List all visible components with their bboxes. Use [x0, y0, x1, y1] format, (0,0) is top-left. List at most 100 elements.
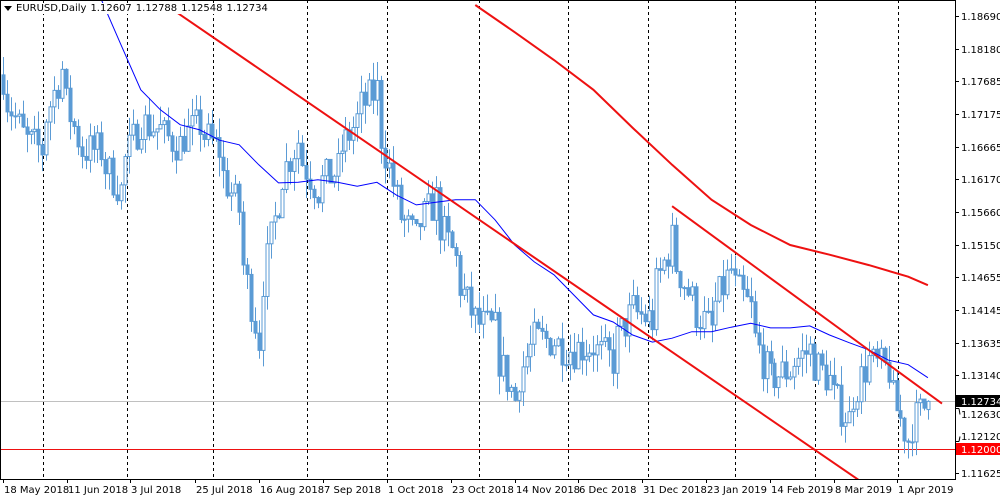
candle-bear [772, 362, 777, 389]
candle-bear [607, 337, 612, 351]
candle-bear [414, 218, 419, 225]
candle-bull [442, 215, 447, 241]
candle-bear [887, 361, 892, 383]
candle-bear [36, 128, 41, 146]
candle-bull [434, 187, 439, 221]
candle-bull [568, 351, 573, 366]
candle-bear [505, 354, 510, 392]
candle-bull [631, 295, 636, 306]
candle-bear [135, 123, 140, 150]
candle-bear [418, 223, 423, 228]
y-tick-label: 1.13635 [961, 339, 1000, 350]
moving-average-slow [474, 4, 929, 287]
candle-bear [694, 286, 699, 328]
candle-bull [269, 221, 274, 245]
candle-bear [312, 188, 317, 199]
candle-bear [863, 366, 868, 383]
candle-bear [832, 374, 837, 386]
candle-bear [721, 276, 726, 296]
candle-bull [340, 150, 345, 155]
y-tick-label: 1.16665 [961, 143, 1000, 154]
candle-bull [584, 355, 589, 361]
candle-bull [702, 310, 707, 330]
candle-bull [355, 113, 360, 128]
current-price-label: 1.12734 [961, 397, 1000, 408]
candle-bear [21, 113, 26, 128]
candle-bull [52, 89, 57, 108]
y-tick-label: 1.18180 [961, 45, 1000, 56]
candle-bear [13, 115, 18, 118]
candle-bull [336, 153, 341, 177]
candle-bear [820, 353, 825, 366]
candle-bear [182, 135, 187, 152]
candle-bull [599, 340, 604, 346]
candle-bear [497, 311, 502, 377]
candle-bear [804, 350, 809, 355]
candle-bear [643, 313, 648, 323]
y-tick-label: 1.17685 [961, 77, 1000, 88]
candle-bear [745, 288, 750, 298]
candle-bear [824, 364, 829, 391]
candle-bull [879, 347, 884, 359]
candle-bull [127, 134, 132, 157]
candle-bull [615, 325, 620, 374]
dropdown-triangle-icon[interactable] [4, 6, 12, 11]
candle-bull [690, 286, 695, 296]
candle-bear [650, 310, 655, 331]
candle-bull [713, 300, 718, 326]
candle-bear [591, 352, 596, 356]
x-tick-label: 23 Jan 2019 [707, 485, 767, 496]
candle-bear [658, 268, 663, 271]
candle-bear [25, 126, 30, 135]
candle-bull [765, 351, 770, 380]
candle-bear [84, 155, 89, 161]
candle-bear [304, 165, 309, 180]
y-tick-label: 1.17175 [961, 110, 1000, 121]
candle-bull [828, 374, 833, 391]
candle-bull [233, 183, 238, 194]
y-tick-label: 1.15150 [961, 241, 1000, 252]
candle-bull [320, 175, 325, 204]
candle-bull [280, 188, 285, 219]
candle-bear [741, 274, 746, 290]
candle-bear [410, 215, 415, 220]
candle-bear [698, 326, 703, 330]
candle-bull [717, 276, 722, 302]
x-tick-label: 1 Apr 2019 [898, 485, 953, 496]
candle-bull [206, 123, 211, 140]
level-price-label: 1.12000 [961, 445, 1000, 456]
candle-bull [800, 350, 805, 359]
candle-bull [95, 132, 100, 150]
candle-bull [119, 184, 124, 202]
candle-bull [918, 398, 923, 404]
candle-bear [225, 170, 230, 197]
candle-bull [485, 310, 490, 313]
candle-bear [170, 135, 175, 152]
candle-bull [796, 357, 801, 367]
candle-bear [536, 321, 541, 329]
x-tick-label: 14 Feb 2019 [771, 485, 833, 496]
candle-bear [469, 286, 474, 316]
candle-bear [9, 111, 14, 117]
candle-bull [32, 128, 37, 133]
candle-bull [190, 115, 195, 127]
x-tick-label: 11 Jun 2018 [68, 485, 128, 496]
candle-bear [76, 125, 81, 148]
candle-bull [847, 411, 852, 424]
candle-bear [237, 183, 242, 213]
candle-bear [241, 211, 246, 266]
candle-bear [895, 380, 900, 412]
candle-bull [359, 91, 364, 115]
candle-bull [509, 386, 514, 392]
candle-bear [99, 132, 104, 161]
x-tick-label: 16 Aug 2018 [260, 485, 324, 496]
candle-bear [477, 307, 482, 325]
candle-bear [540, 327, 545, 332]
candle-bull [143, 114, 148, 141]
candle-bull [627, 304, 632, 337]
candle-bull [324, 158, 329, 177]
candle-bear [548, 337, 553, 356]
candle-bull [780, 361, 785, 378]
candle-bull [914, 402, 919, 443]
